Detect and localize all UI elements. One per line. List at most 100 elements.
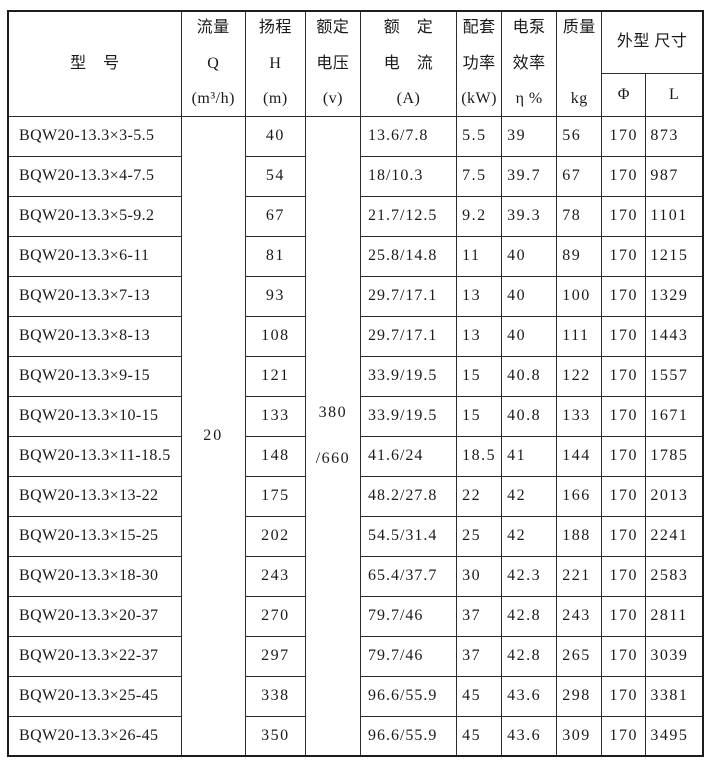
diameter-cell: 170 [601, 155, 647, 197]
head-cell: 243 [244, 555, 306, 597]
efficiency-cell: 43.6 [501, 715, 558, 757]
power-cell: 15 [456, 355, 503, 397]
header-current-line2: 电 流 [383, 54, 434, 72]
power-cell: 9.2 [456, 195, 503, 237]
header-efficiency-line3: η % [515, 90, 543, 108]
power-cell: 22 [456, 475, 503, 517]
diameter-cell: 170 [601, 475, 647, 517]
model-cell: BQW20-13.3×4-7.5 [7, 155, 182, 197]
efficiency-cell: 42.8 [501, 595, 558, 637]
mass-cell: 188 [556, 515, 603, 557]
table-row: BQW20-13.3×20-37 270 79.7/46 37 42.8 243 170 28… [7, 595, 704, 637]
head-cell: 54 [244, 155, 306, 197]
current-cell: 29.7/17.1 [359, 315, 458, 357]
mass-cell: 100 [556, 275, 603, 317]
model-cell: BQW20-13.3×22-37 [7, 635, 182, 677]
power-cell: 7.5 [456, 155, 503, 197]
efficiency-cell: 40 [501, 275, 558, 317]
voltage-line: 380 [318, 403, 348, 421]
diameter-cell: 170 [601, 635, 647, 677]
head-cell: 133 [244, 395, 306, 437]
table-row: BQW20-13.3×3-5.5 20 40 380/660 13.6/7.8 5.5 39… [7, 115, 704, 757]
model-cell: BQW20-13.3×25-45 [7, 675, 182, 717]
diameter-cell: 170 [601, 715, 647, 757]
efficiency-cell: 43.6 [501, 675, 558, 717]
length-cell: 1215 [645, 235, 704, 277]
header-current-line3: (A) [396, 90, 421, 108]
efficiency-cell: 40.8 [501, 395, 558, 437]
current-cell: 96.6/55.9 [359, 675, 458, 717]
efficiency-cell: 40.8 [501, 355, 558, 397]
efficiency-cell: 39 [501, 115, 558, 157]
header-flow-line2: Q [207, 54, 220, 72]
table-row: BQW20-13.3×4-7.5 54 18/10.3 7.5 39.7 67 170 987 [7, 155, 704, 197]
power-cell: 15 [456, 395, 503, 437]
model-cell: BQW20-13.3×5-9.2 [7, 195, 182, 237]
efficiency-cell: 40 [501, 315, 558, 357]
model-cell: BQW20-13.3×15-25 [7, 515, 182, 557]
header-diameter-label: Φ [617, 85, 630, 103]
power-cell: 11 [456, 235, 503, 277]
table-row: BQW20-13.3×13-22 175 48.2/27.8 22 42 166 170 20… [7, 475, 704, 517]
model-cell: BQW20-13.3×3-5.5 [7, 115, 182, 157]
table-header: 型 号 流量 Q (m³/h) 扬程 H (m) [7, 10, 704, 117]
head-cell: 121 [244, 355, 306, 397]
table-row: BQW20-13.3×9-15 121 33.9/19.5 15 40.8 122 170 1… [7, 355, 704, 397]
efficiency-cell: 39.7 [501, 155, 558, 197]
head-cell: 175 [244, 475, 306, 517]
model-cell: BQW20-13.3×10-15 [7, 395, 182, 437]
diameter-cell: 170 [601, 555, 647, 597]
model-cell: BQW20-13.3×26-45 [7, 715, 182, 757]
diameter-cell: 170 [601, 595, 647, 637]
length-cell: 3381 [645, 675, 704, 717]
header-efficiency-line2: 效率 [512, 54, 546, 72]
header-power: 配套 功率 (kW) [456, 10, 503, 117]
efficiency-cell: 42.3 [501, 555, 558, 597]
efficiency-cell: 42.8 [501, 635, 558, 677]
mass-cell: 122 [556, 355, 603, 397]
diameter-cell: 170 [601, 675, 647, 717]
power-cell: 45 [456, 675, 503, 717]
current-cell: 65.4/37.7 [359, 555, 458, 597]
header-head-line3: (m) [263, 90, 288, 108]
header-head-line1: 扬程 [258, 19, 292, 37]
header-power-line1: 配套 [462, 19, 496, 37]
length-cell: 2583 [645, 555, 704, 597]
header-dimensions-title: 外型 尺寸 [616, 33, 688, 51]
diameter-cell: 170 [601, 275, 647, 317]
head-cell: 67 [244, 195, 306, 237]
header-voltage-line2: 电压 [316, 54, 350, 72]
header-flow-line1: 流量 [196, 19, 230, 37]
mass-cell: 56 [556, 115, 603, 157]
table-row: BQW20-13.3×7-13 93 29.7/17.1 13 40 100 170 1329 [7, 275, 704, 317]
length-cell: 1785 [645, 435, 704, 477]
power-cell: 45 [456, 715, 503, 757]
model-cell: BQW20-13.3×13-22 [7, 475, 182, 517]
power-cell: 13 [456, 315, 503, 357]
header-flow-line3: (m³/h) [191, 90, 235, 108]
table-row: BQW20-13.3×15-25 202 54.5/31.4 25 42 188 170 22… [7, 515, 704, 557]
model-cell: BQW20-13.3×11-18.5 [7, 435, 182, 477]
head-cell: 338 [244, 675, 306, 717]
header-power-line3: (kW) [461, 90, 497, 108]
header-mass-line1: 质量 [562, 19, 596, 37]
head-cell: 297 [244, 635, 306, 677]
head-cell: 40 [244, 115, 306, 157]
table-row: BQW20-13.3×11-18.5 148 41.6/24 18.5 41 144 170… [7, 435, 704, 477]
mass-cell: 309 [556, 715, 603, 757]
header-current: 额 定 电 流 (A) [359, 10, 458, 117]
head-cell: 93 [244, 275, 306, 317]
model-cell: BQW20-13.3×18-30 [7, 555, 182, 597]
header-efficiency: 电泵 效率 η % [501, 10, 558, 117]
header-model-label: 型 号 [70, 55, 120, 73]
header-current-line1: 额 定 [383, 19, 434, 37]
length-cell: 873 [645, 115, 704, 157]
flow-merged-cell: 20 [180, 115, 246, 757]
length-cell: 1557 [645, 355, 704, 397]
header-voltage: 额定 电压 (v) [304, 10, 361, 117]
header-head: 扬程 H (m) [244, 10, 306, 117]
efficiency-cell: 41 [501, 435, 558, 477]
table-body: BQW20-13.3×3-5.5 20 40 380/660 13.6/7.8 5.5 39… [7, 115, 704, 757]
table-row: BQW20-13.3×18-30 243 65.4/37.7 30 42.3 221 170… [7, 555, 704, 597]
